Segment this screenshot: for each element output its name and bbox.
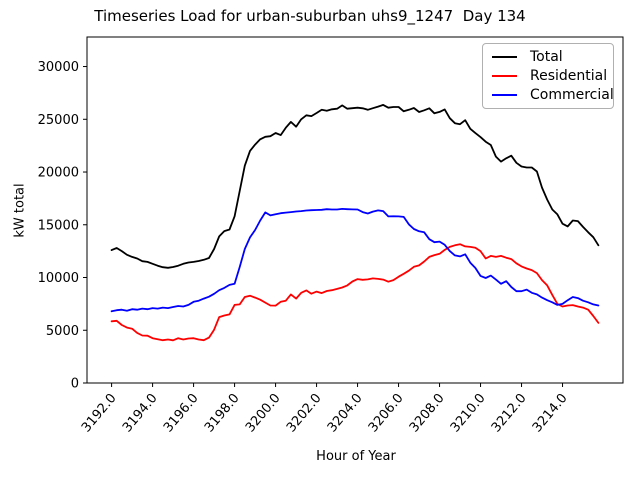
x-tick-label: 3192.0: [79, 391, 120, 435]
legend-line-commercial-icon: [492, 94, 517, 97]
x-tick-label: 3198.0: [202, 391, 243, 435]
series-line-total: [110, 104, 600, 269]
x-tick-label: 3204.0: [325, 391, 366, 435]
y-tick-label: 20000: [38, 166, 79, 181]
legend: Total Residential Commercial: [482, 43, 614, 109]
series-line-commercial: [110, 207, 600, 313]
x-tick-label: 3206.0: [366, 391, 407, 435]
x-axis-label: Hour of Year: [316, 449, 396, 464]
chart-title: Timeseries Load for urban-suburban uhs9_…: [94, 7, 526, 25]
legend-label-total: Total: [530, 48, 563, 65]
series-line-residential: [110, 243, 600, 342]
legend-line-total-icon: [492, 55, 517, 58]
x-tick-label: 3210.0: [448, 391, 489, 435]
y-tick-label: 0: [71, 377, 79, 392]
legend-item-total: Total: [483, 47, 613, 66]
x-tick-label: 3202.0: [284, 391, 325, 435]
x-tick-label: 3214.0: [530, 391, 571, 435]
axes-frame: [86, 36, 624, 384]
legend-item-residential: Residential: [483, 66, 613, 85]
x-tick-label: 3196.0: [161, 391, 202, 435]
y-axis-label: kW total: [12, 183, 28, 238]
y-tick-label: 15000: [38, 218, 79, 233]
x-tick-label: 3208.0: [407, 391, 448, 435]
legend-item-commercial: Commercial: [483, 86, 614, 105]
y-tick-label: 30000: [38, 60, 79, 75]
y-tick-label: 10000: [38, 271, 79, 286]
x-tick-label: 3200.0: [243, 391, 284, 435]
legend-line-residential-icon: [492, 74, 517, 77]
y-tick-label: 5000: [46, 324, 79, 339]
x-tick-label: 3212.0: [489, 391, 530, 435]
legend-label-commercial: Commercial: [530, 87, 614, 104]
x-tick-label: 3194.0: [120, 391, 161, 435]
legend-label-residential: Residential: [530, 67, 608, 84]
y-tick-label: 25000: [38, 113, 79, 128]
